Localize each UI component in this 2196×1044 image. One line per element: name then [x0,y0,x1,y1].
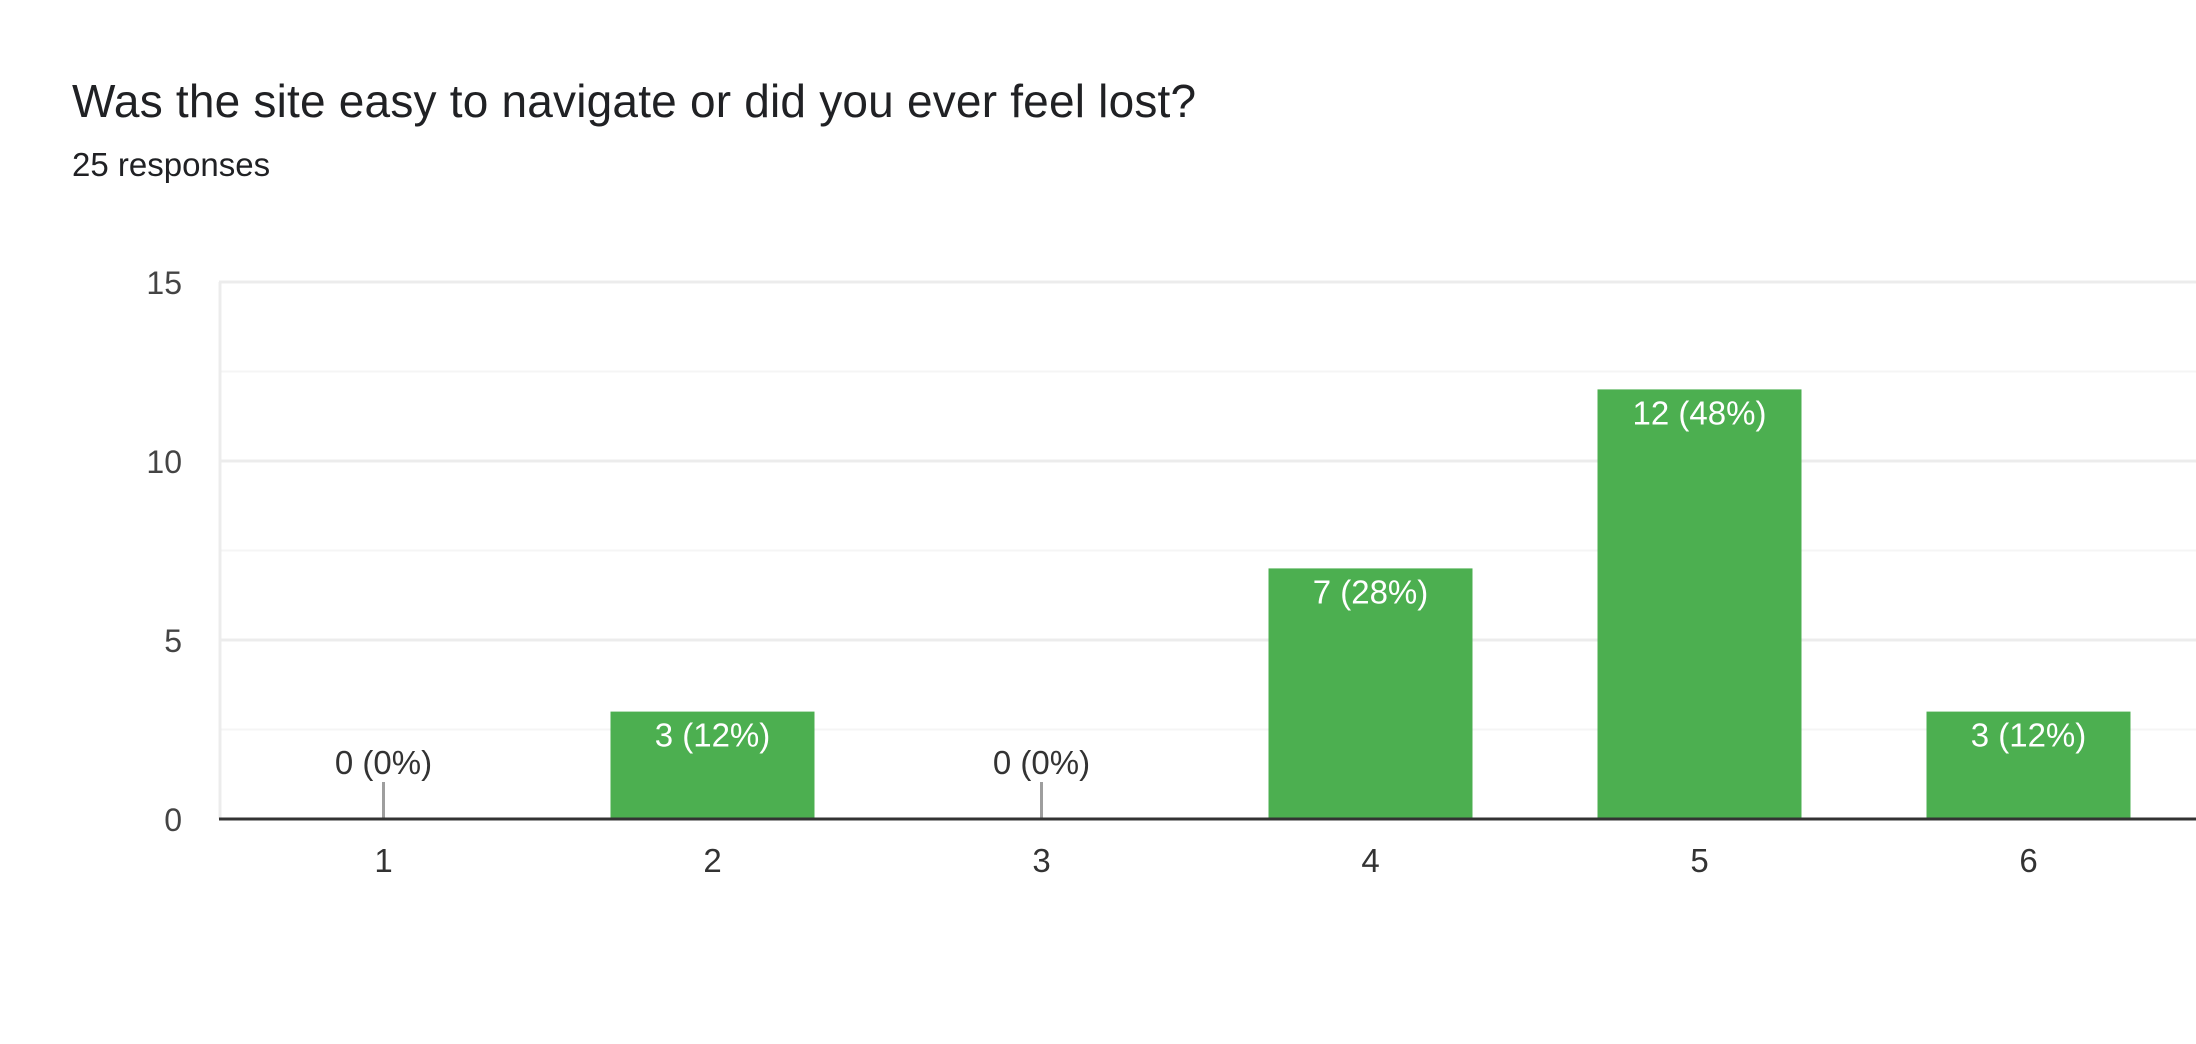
bar [1268,568,1473,819]
data-label: 7 (28%) [1313,573,1429,610]
x-tick-label: 2 [703,842,721,879]
y-tick-label: 0 [164,802,182,838]
response-count: 25 responses [72,146,271,183]
y-tick-label: 10 [146,444,182,480]
data-label: 0 (0%) [993,744,1090,781]
x-tick-label: 4 [1361,842,1379,879]
x-tick-label: 6 [2019,842,2037,879]
y-tick-label: 15 [146,265,182,301]
bar [610,711,815,819]
x-tick-label: 3 [1032,842,1050,879]
x-tick-label: 5 [1690,842,1708,879]
data-label: 3 (12%) [1971,717,2087,754]
bar [1926,711,2131,819]
question-title: Was the site easy to navigate or did you… [72,75,1197,127]
bar [1597,389,1802,819]
data-label: 3 (12%) [655,717,771,754]
x-tick-label: 1 [374,842,392,879]
data-label: 0 (0%) [335,744,432,781]
data-label: 12 (48%) [1633,394,1767,431]
y-tick-label: 5 [164,623,182,659]
